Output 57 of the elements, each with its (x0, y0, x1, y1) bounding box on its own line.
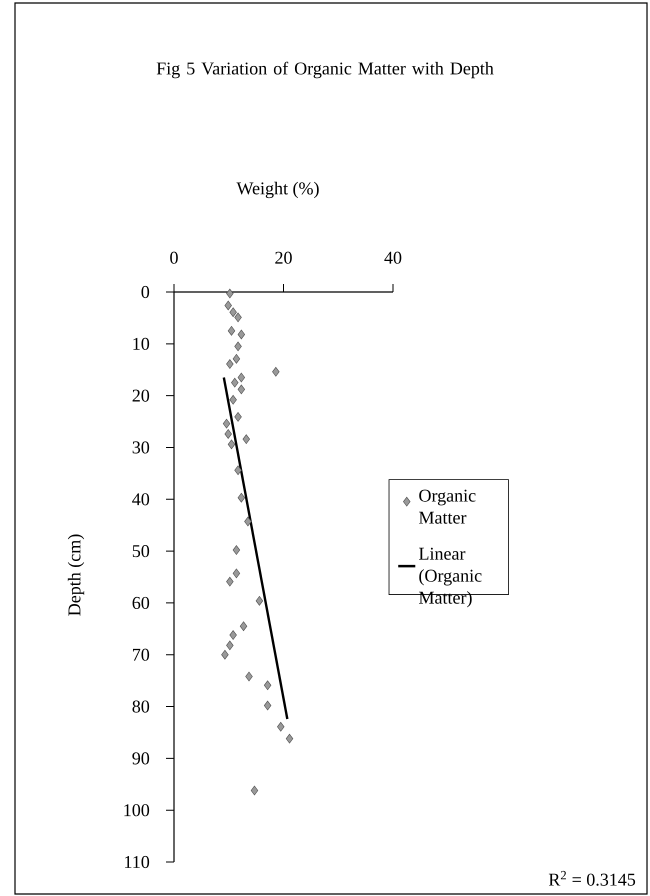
point (238, 330, 246, 340)
x-tick-label: 0 (170, 252, 178, 264)
point (238, 492, 246, 503)
point (221, 650, 229, 660)
y-tick-label: 90 (132, 752, 150, 764)
legend-label: Linear (Organic Matter) (419, 548, 482, 608)
point (244, 516, 252, 526)
y-tick-label: 100 (124, 804, 150, 816)
y-tick-label: 20 (132, 390, 150, 402)
point (229, 307, 237, 318)
point (277, 722, 284, 732)
y-tick-label: 40 (132, 493, 150, 506)
point (250, 786, 258, 796)
point (234, 312, 242, 322)
x-tick-label: 20 (275, 252, 292, 264)
point (256, 596, 264, 606)
point (229, 394, 237, 405)
point (224, 429, 232, 439)
point (264, 680, 272, 690)
point (234, 465, 242, 476)
point (234, 342, 242, 352)
point (238, 372, 246, 382)
point (232, 354, 240, 364)
point (226, 640, 234, 650)
point (228, 326, 236, 336)
y-axis-title: Depth (cm) (68, 534, 84, 616)
y-tick-label: 60 (132, 596, 150, 609)
point (245, 672, 253, 682)
y-tick-label: 50 (132, 545, 150, 558)
point (240, 621, 248, 632)
y-tick-label: 10 (133, 338, 150, 350)
point (232, 545, 240, 555)
point (228, 440, 236, 450)
point (264, 700, 272, 710)
y-tick-label: 110 (125, 856, 150, 868)
point (229, 630, 237, 640)
point (222, 418, 230, 428)
text: R$^{2}$ = 0.3145 (548, 870, 636, 886)
x-tick-label: 40 (384, 252, 402, 264)
legend-label: Organic Matter (419, 490, 476, 524)
chart-title: Fig 5 Variation of Organic Matter with Depth (156, 62, 494, 78)
point (232, 568, 240, 578)
x-axis-title: Weight (%) (236, 182, 319, 198)
point (238, 384, 246, 394)
point (242, 434, 250, 444)
y-tick-label: 80 (132, 700, 150, 713)
point (286, 734, 294, 744)
y-tick-label: 70 (132, 648, 150, 661)
y-tick-label: 30 (132, 441, 150, 454)
point (226, 288, 234, 298)
point (272, 367, 280, 377)
point (226, 359, 234, 369)
point (226, 576, 234, 586)
y-tick-label: 0 (141, 286, 150, 298)
point (231, 378, 238, 388)
point (234, 412, 242, 422)
point (224, 300, 232, 310)
